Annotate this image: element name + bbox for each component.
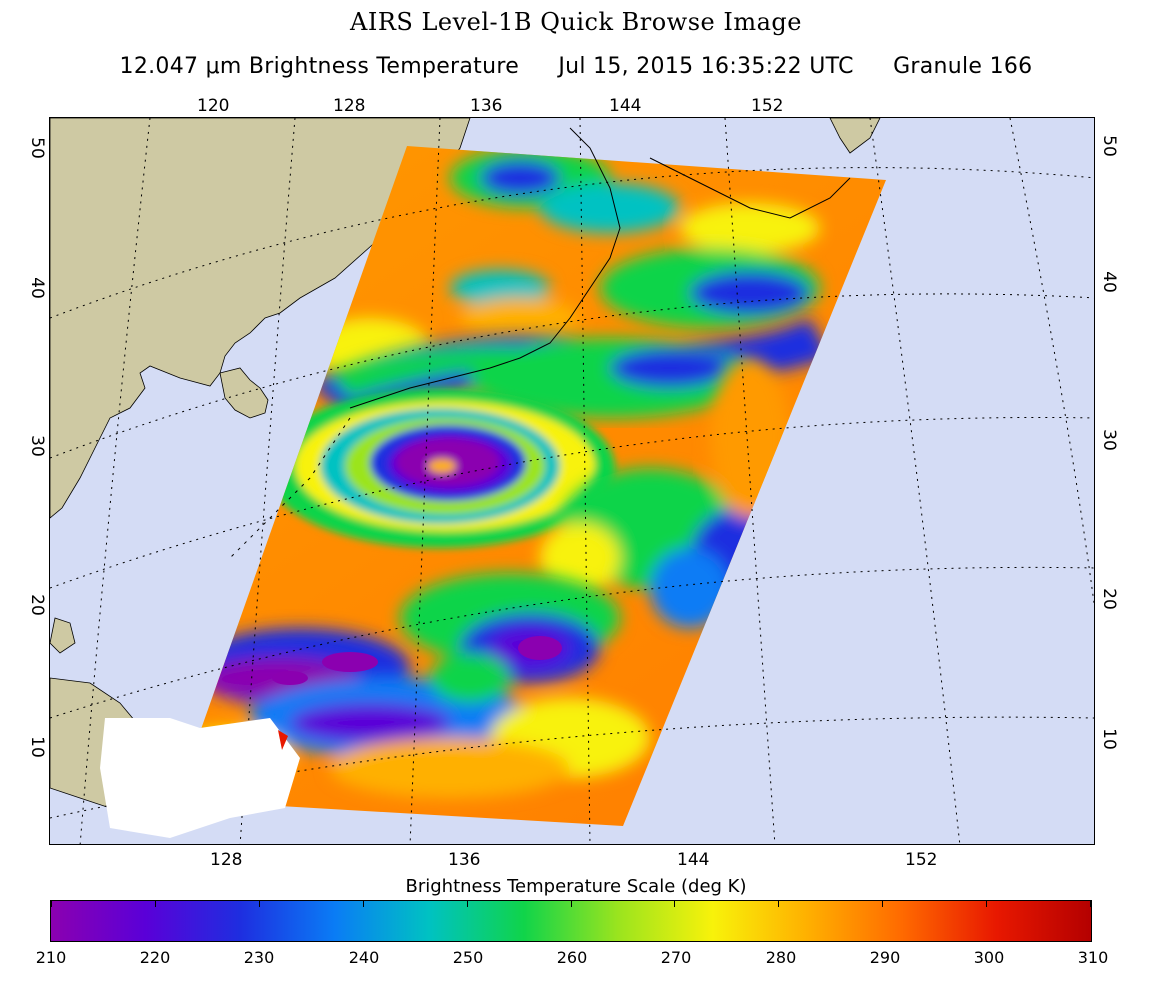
map-canvas xyxy=(50,118,1094,844)
right-lat-label: 50 xyxy=(1098,135,1119,157)
left-lat-label: 50 xyxy=(26,137,47,159)
colorbar-tick xyxy=(466,901,468,907)
colorbar-tick xyxy=(362,901,364,907)
bottom-lon-label: 128 xyxy=(210,850,243,870)
right-lat-label: 40 xyxy=(1098,271,1119,293)
bottom-lon-label: 136 xyxy=(448,850,481,870)
chart-title: AIRS Level-1B Quick Browse Image xyxy=(350,8,802,36)
colorbar-tick xyxy=(882,901,884,907)
right-lat-label: 30 xyxy=(1098,429,1119,451)
colorbar-tick-label: 240 xyxy=(348,948,380,967)
granule-label: Granule 166 xyxy=(893,54,1033,79)
colorbar-tick xyxy=(778,901,780,907)
colorbar-tick-label: 310 xyxy=(1077,948,1109,967)
colorbar-tick-label: 260 xyxy=(556,948,588,967)
top-lon-label: 152 xyxy=(751,96,784,116)
colorbar-tick xyxy=(258,901,260,907)
right-lat-label: 10 xyxy=(1098,728,1119,750)
map-panel xyxy=(49,117,1095,845)
colorbar-tick-label: 290 xyxy=(869,948,901,967)
colorbar-tick-label: 230 xyxy=(243,948,275,967)
datetime-label: Jul 15, 2015 16:35:22 UTC xyxy=(558,54,854,79)
japan-coastline xyxy=(349,127,621,409)
colorbar-tick-label: 220 xyxy=(139,948,171,967)
colorbar-tick xyxy=(51,901,52,907)
right-lat-label: 20 xyxy=(1098,588,1119,610)
left-lat-label: 20 xyxy=(26,594,47,616)
colorbar-tick-label: 210 xyxy=(35,948,67,967)
left-lat-label: 40 xyxy=(26,277,47,299)
typhoon xyxy=(265,388,615,548)
colorbar-tick xyxy=(986,901,988,907)
colorbar-tick xyxy=(674,901,676,907)
left-lat-label: 10 xyxy=(26,736,47,758)
bottom-lon-label: 144 xyxy=(677,850,710,870)
northeast-landmass xyxy=(829,118,881,154)
colorbar-title: Brightness Temperature Scale (deg K) xyxy=(405,876,747,897)
island-chain xyxy=(229,417,351,559)
colorbar-tick-label: 300 xyxy=(973,948,1005,967)
colorbar-tick xyxy=(1090,901,1091,907)
chart-subtitle: 12.047 μm Brightness Temperature Jul 15,… xyxy=(0,54,1152,79)
channel-label: 12.047 μm Brightness Temperature xyxy=(119,54,520,79)
colorbar-tick-label: 270 xyxy=(660,948,692,967)
colorbar-tick xyxy=(570,901,572,907)
top-lon-label: 120 xyxy=(197,96,230,116)
left-lat-label: 30 xyxy=(26,435,47,457)
top-lon-label: 136 xyxy=(470,96,503,116)
hotspot-marker xyxy=(278,730,288,750)
masked-area xyxy=(100,718,300,838)
bottom-lon-label: 152 xyxy=(905,850,938,870)
top-lon-label: 128 xyxy=(333,96,366,116)
colorbar-tick-label: 250 xyxy=(452,948,484,967)
colorbar-tick-label: 280 xyxy=(765,948,797,967)
southwest-islands xyxy=(50,617,76,654)
top-lon-label: 144 xyxy=(609,96,642,116)
colorbar xyxy=(50,900,1092,942)
graticule xyxy=(50,118,1094,844)
colorbar-tick xyxy=(154,901,156,907)
